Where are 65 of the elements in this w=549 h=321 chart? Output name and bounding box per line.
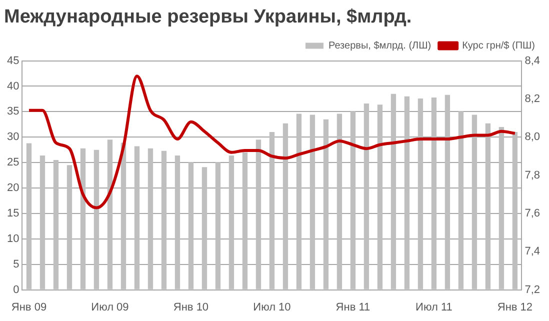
bar <box>323 119 329 290</box>
bar <box>350 111 356 290</box>
bar <box>458 111 464 290</box>
y-tick-label: 30 <box>6 131 20 144</box>
bar <box>53 160 59 290</box>
y-tick-label: 0 <box>13 284 20 296</box>
bar <box>26 143 32 290</box>
bar <box>269 132 275 290</box>
bar <box>228 155 234 290</box>
bar <box>498 126 504 290</box>
bar <box>174 155 180 290</box>
y2-tick-label: 8,2 <box>524 93 540 105</box>
bar <box>40 155 46 290</box>
bar <box>444 94 450 290</box>
x-tick-label: Июл 11 <box>416 301 452 314</box>
y2-tick-label: 7,4 <box>524 246 540 258</box>
x-tick-label: Янв 12 <box>497 301 533 314</box>
bar <box>282 123 288 290</box>
y-tick-label: 5 <box>13 258 20 270</box>
bar <box>472 114 478 290</box>
bar <box>94 150 100 290</box>
y2-tick-label: 7,6 <box>524 208 540 220</box>
x-tick-label: Июл 10 <box>253 301 291 314</box>
x-tick-label: Янв 10 <box>173 301 209 314</box>
bar <box>377 104 383 290</box>
legend-label: Резервы, $млрд. (ЛШ) <box>328 40 432 52</box>
bar <box>418 98 424 290</box>
bar <box>390 94 396 290</box>
bar <box>485 123 491 290</box>
bar <box>215 162 221 290</box>
bar <box>404 96 410 290</box>
bar <box>66 165 72 290</box>
bar <box>202 167 208 290</box>
bar <box>364 104 370 290</box>
bar <box>107 140 113 290</box>
y-tick-label: 20 <box>6 182 20 194</box>
x-tick-label: Янв 11 <box>336 301 370 314</box>
y2-tick-label: 7,2 <box>524 284 540 296</box>
y-tick-label: 10 <box>6 232 20 245</box>
y2-tick-label: 7,8 <box>524 169 540 182</box>
bar <box>256 140 262 290</box>
y-tick-label: 25 <box>6 156 20 169</box>
chart-title: Международные резервы Украины, $млрд. <box>4 6 412 28</box>
y-tick-label: 45 <box>6 54 20 67</box>
bar <box>310 114 316 290</box>
x-tick-label: Июл 09 <box>91 301 129 314</box>
bar <box>80 148 86 290</box>
bar <box>134 146 140 290</box>
bar <box>120 142 126 290</box>
bar <box>431 97 437 290</box>
line-series <box>27 74 516 210</box>
y2-tick-label: 8,0 <box>524 131 540 144</box>
x-tick-label: Янв 09 <box>11 301 47 314</box>
bar <box>336 114 342 290</box>
bar <box>296 114 302 290</box>
bar <box>512 132 518 290</box>
bar <box>242 152 248 290</box>
y-tick-label: 35 <box>6 106 20 118</box>
bar <box>161 150 167 290</box>
legend-label: Курс грн/$ (ПШ) <box>462 40 536 52</box>
bar <box>148 148 154 290</box>
y-tick-label: 40 <box>6 80 20 92</box>
y2-tick-label: 8,4 <box>524 54 540 67</box>
bar <box>188 162 194 290</box>
y-tick-label: 15 <box>6 208 20 220</box>
